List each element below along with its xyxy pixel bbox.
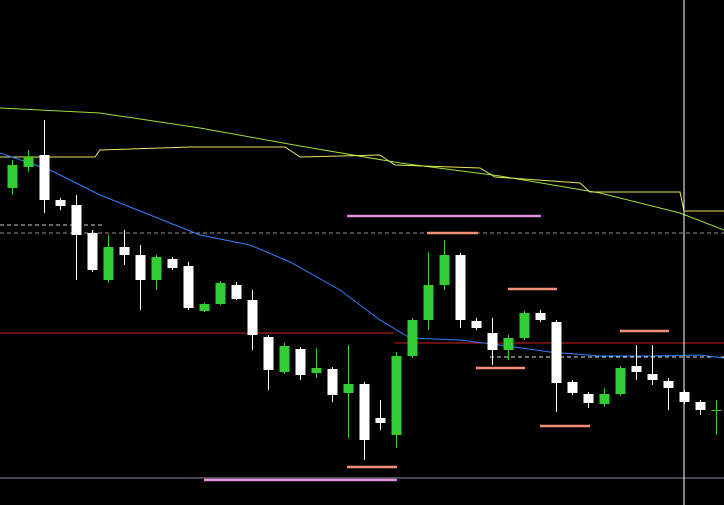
candle-body (199, 304, 210, 311)
candle-body (151, 257, 162, 280)
candle-body (439, 255, 450, 285)
candle-body (631, 366, 642, 372)
candle-body (567, 382, 578, 393)
candle-body (535, 313, 546, 320)
candle-body (39, 155, 50, 200)
candle-body (599, 394, 610, 404)
candle-body (183, 266, 194, 308)
candle-body (711, 410, 722, 411)
candle-body (503, 338, 514, 350)
candle-body (215, 283, 226, 304)
candle-body (87, 233, 98, 270)
candle-body (423, 285, 434, 320)
candle-body (7, 165, 18, 188)
candle-body (551, 322, 562, 383)
candle-body (375, 418, 386, 423)
candle-body (135, 255, 146, 280)
indicator-line (0, 152, 724, 359)
candle-body (231, 285, 242, 299)
candle-body (391, 356, 402, 435)
candle-body (311, 368, 322, 373)
candle-body (647, 374, 658, 380)
candle-body (343, 384, 354, 393)
candle-body (71, 205, 82, 235)
candle-body (23, 157, 34, 167)
candle-body (583, 394, 594, 403)
candle-body (695, 402, 706, 410)
candle-body (295, 349, 306, 375)
candle-body (279, 346, 290, 372)
candle-body (663, 381, 674, 388)
candle-body (327, 369, 338, 395)
candle-body (519, 313, 530, 338)
candle-body (471, 321, 482, 328)
candle-body (119, 247, 130, 255)
indicator-line (0, 107, 724, 231)
candle-body (167, 259, 178, 268)
candle-body (103, 247, 114, 280)
candle-body (263, 337, 274, 370)
candle-body (487, 333, 498, 350)
candle-body (359, 384, 370, 440)
candle-body (247, 300, 258, 335)
candle-body (679, 392, 690, 402)
indicator-line (0, 146, 724, 212)
candle-body (615, 368, 626, 394)
candle-body (455, 255, 466, 320)
candle-body (407, 320, 418, 356)
candle-body (55, 200, 66, 206)
